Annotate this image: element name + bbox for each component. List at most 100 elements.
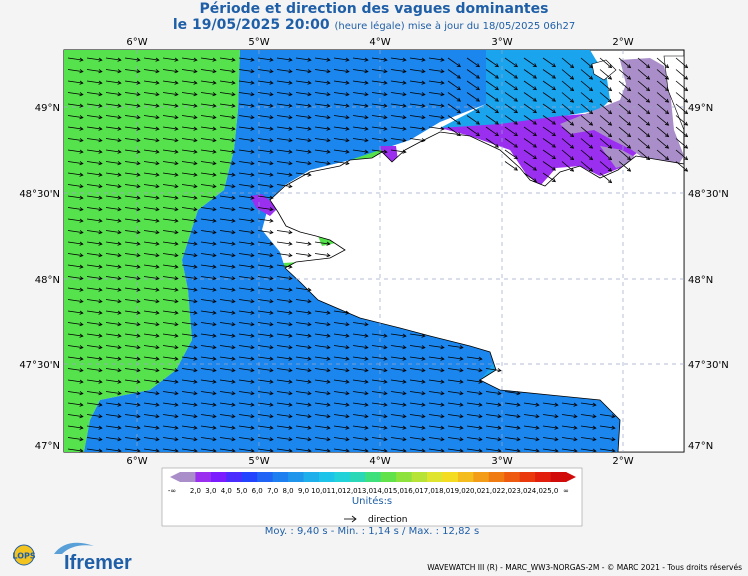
direction-arrow (162, 103, 178, 107)
direction-arrow-head (364, 402, 369, 407)
direction-arrow-head (212, 69, 217, 74)
direction-arrow-head (288, 69, 293, 74)
direction-arrow-head (250, 414, 255, 419)
top-lon-label: 6°W (126, 37, 147, 48)
direction-arrow-head (98, 322, 103, 327)
direction-arrow-head (592, 425, 597, 430)
direction-arrow (314, 241, 330, 245)
direction-arrow-head (269, 391, 274, 396)
direction-arrow-head (174, 69, 179, 74)
direction-arrow-head (117, 149, 122, 154)
direction-arrow (352, 103, 368, 107)
direction-arrow-head (193, 356, 198, 361)
direction-arrow-head (231, 103, 236, 108)
direction-arrow (371, 414, 387, 417)
direction-arrow-head (155, 207, 160, 212)
direction-arrow (181, 310, 197, 314)
direction-arrow-head (155, 69, 160, 74)
direction-arrow (542, 69, 556, 79)
direction-arrow (542, 414, 558, 417)
legend-swatch (318, 472, 335, 482)
direction-arrow (447, 345, 463, 348)
direction-arrow (276, 115, 292, 118)
direction-arrow (314, 368, 330, 371)
direction-arrow (219, 253, 235, 256)
direction-arrow (371, 138, 387, 141)
direction-arrow (618, 149, 631, 160)
direction-arrow (504, 115, 518, 125)
direction-arrow (257, 391, 273, 394)
direction-arrow (352, 69, 368, 72)
direction-arrow (143, 80, 159, 84)
direction-arrow-head (174, 115, 179, 120)
direction-arrow-head (212, 57, 217, 62)
direction-arrow (314, 356, 330, 360)
direction-arrow-head (402, 149, 407, 154)
zone-cyan (440, 50, 610, 132)
direction-arrow (181, 161, 197, 164)
direction-arrow (333, 161, 349, 164)
direction-arrow-head (174, 414, 179, 419)
direction-arrow-head (79, 69, 84, 74)
direction-arrow-head (269, 356, 274, 361)
direction-arrow-head (174, 230, 179, 235)
direction-arrow-head (174, 184, 179, 189)
direction-arrow (580, 437, 596, 440)
direction-arrow-head (212, 379, 217, 384)
direction-arrow-head (497, 402, 502, 407)
direction-arrow-head (607, 144, 613, 149)
direction-arrow (67, 230, 83, 233)
direction-arrow (295, 437, 311, 440)
direction-arrow (675, 57, 688, 68)
direction-arrow-head (136, 230, 141, 235)
direction-arrow-head (250, 69, 255, 74)
direction-arrow (542, 448, 558, 452)
direction-arrow-head (250, 310, 255, 315)
direction-arrow-head (136, 425, 141, 430)
direction-arrow-head (231, 322, 236, 327)
direction-arrow-head (364, 425, 369, 430)
direction-arrow (447, 103, 461, 113)
direction-arrow-head (174, 368, 179, 373)
direction-arrow-head (174, 207, 179, 212)
direction-arrow (390, 69, 406, 72)
direction-arrow (67, 115, 83, 118)
direction-arrow (542, 425, 558, 429)
direction-arrow-head (79, 276, 84, 281)
direction-arrow (162, 276, 178, 279)
direction-arrow (276, 414, 292, 417)
direction-arrow (428, 115, 444, 118)
direction-arrow-head (117, 391, 122, 396)
direction-arrow-head (626, 167, 632, 172)
direction-arrow (162, 391, 178, 394)
direction-arrow (523, 402, 539, 406)
direction-arrow (162, 80, 178, 84)
direction-arrow-head (383, 425, 388, 430)
direction-arrow-head (117, 207, 122, 212)
direction-arrow-head (402, 356, 407, 361)
direction-arrow (143, 92, 159, 95)
direction-arrow-head (79, 241, 84, 246)
direction-arrow-head (456, 63, 461, 68)
direction-arrow-head (79, 253, 84, 258)
direction-arrow-head (136, 414, 141, 419)
direction-arrow-head (402, 448, 407, 453)
direction-arrow (428, 402, 444, 406)
direction-arrow-head (174, 103, 179, 108)
direction-arrow (580, 161, 593, 172)
direction-arrow (143, 425, 159, 429)
direction-arrow-head (573, 414, 578, 419)
direction-arrow (466, 448, 482, 452)
direction-arrow (86, 253, 102, 256)
direction-arrow-head (326, 379, 331, 384)
direction-arrow (580, 115, 593, 126)
direction-arrow-head (155, 379, 160, 384)
legend-tick-label: 23,0 (512, 487, 528, 495)
direction-arrow (257, 126, 273, 130)
direction-arrow-head (307, 115, 312, 120)
direction-arrow-head (551, 178, 556, 183)
direction-arrow (352, 448, 368, 452)
direction-arrow (162, 57, 178, 61)
direction-arrow-head (117, 379, 122, 384)
legend-swatch (180, 472, 196, 482)
